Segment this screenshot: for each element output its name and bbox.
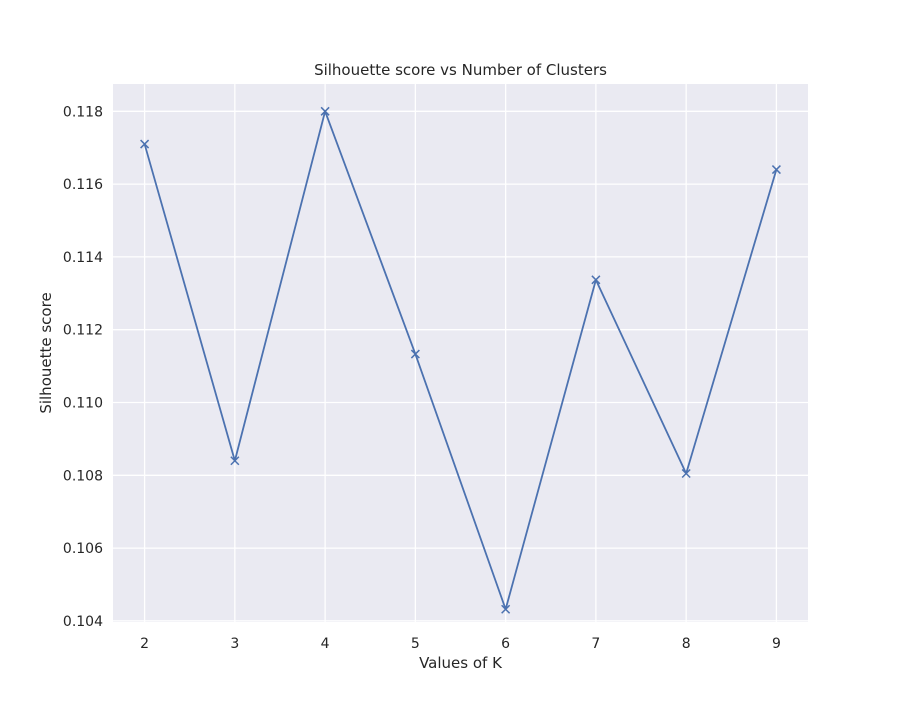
y-tick-label: 0.106 (63, 541, 103, 557)
data-point-marker (501, 604, 511, 614)
series-line (143, 110, 778, 611)
data-point-marker (410, 349, 420, 359)
chart-title: Silhouette score vs Number of Clusters (314, 61, 607, 79)
x-tick-label: 9 (772, 636, 781, 652)
x-tick-label: 7 (591, 636, 600, 652)
x-tick-label: 4 (321, 636, 330, 652)
x-tick-label: 5 (411, 636, 420, 652)
x-tick-label: 8 (682, 636, 691, 652)
y-tick-label: 0.104 (63, 614, 103, 630)
y-tick-label: 0.114 (63, 250, 103, 266)
x-tick-labels: 2 3 4 5 6 7 8 9 (140, 636, 781, 652)
data-point-marker (591, 275, 601, 285)
y-tick-labels: 0.104 0.106 0.108 0.110 0.112 0.114 0.116 0.118 (63, 104, 103, 630)
y-tick-label: 0.116 (63, 177, 103, 193)
y-tick-label: 0.110 (63, 396, 103, 412)
y-tick-label: 0.118 (63, 104, 103, 120)
x-tick-label: 2 (140, 636, 149, 652)
series-layer (140, 106, 781, 614)
x-gridlines (143, 84, 778, 622)
plot-area (113, 84, 808, 622)
data-point-marker (771, 165, 781, 175)
y-axis-label: Silhouette score (37, 292, 55, 413)
data-point-marker (140, 139, 150, 149)
x-axis-label: Values of K (419, 654, 503, 672)
y-gridlines (113, 110, 808, 622)
data-point-marker (681, 468, 691, 479)
data-point-marker (230, 456, 240, 466)
data-point-marker (320, 106, 330, 116)
x-tick-label: 6 (501, 636, 510, 652)
y-tick-label: 0.112 (63, 323, 103, 339)
y-tick-label: 0.108 (63, 468, 103, 484)
x-tick-label: 3 (230, 636, 239, 652)
